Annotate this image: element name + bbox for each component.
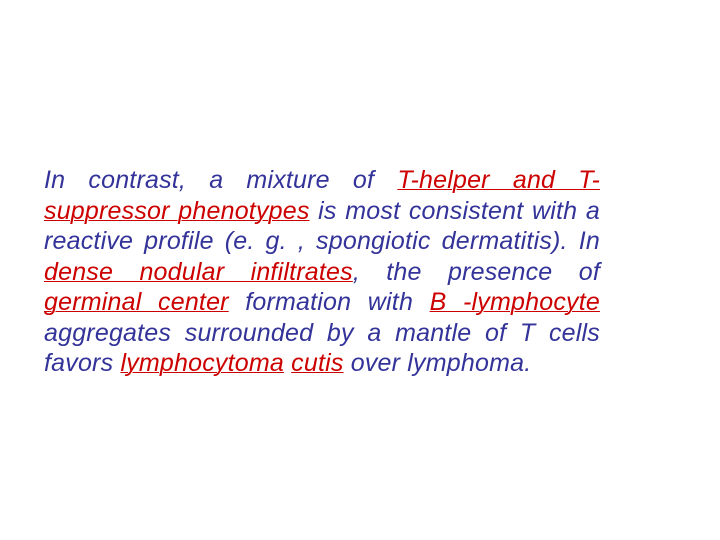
slide: In contrast, a mixture of T-helper and T… — [0, 0, 720, 540]
text-highlight-b-lymphocyte: B -lymphocyte — [430, 288, 600, 316]
text-plain: In contrast, a mixture of — [44, 166, 397, 194]
text-highlight-cutis: cutis — [291, 349, 343, 377]
text-highlight-lymphocytoma: lymphocytoma — [120, 349, 284, 377]
text-plain: over lymphoma. — [344, 349, 532, 377]
text-plain: , the presence of — [353, 258, 600, 286]
text-highlight-germinal-center: germinal center — [44, 288, 229, 316]
text-plain: formation with — [229, 288, 430, 316]
body-paragraph: In contrast, a mixture of T-helper and T… — [44, 165, 600, 379]
text-highlight-dense-nodular: dense nodular infiltrates — [44, 258, 353, 286]
